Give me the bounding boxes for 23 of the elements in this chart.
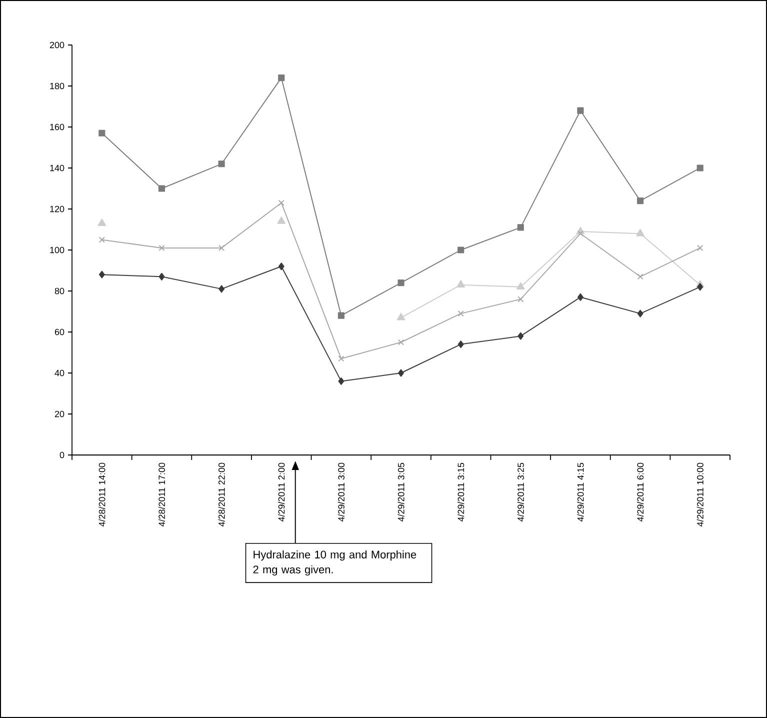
y-tick-label: 180 (50, 82, 64, 90)
x-tick-label: 4/29/2011 6:00 (636, 462, 644, 522)
y-tick-label: 60 (54, 328, 64, 336)
x-tick-label: 4/29/2011 3:25 (517, 462, 524, 522)
x-tick-label: 4/29/2011 4:15 (577, 462, 584, 522)
y-tick-label: 160 (50, 124, 64, 130)
y-tick-label: 40 (54, 370, 64, 376)
text: Hydralazine 10 mg and Morphine 2 mg was given. (253, 550, 416, 576)
x-tick-label: 4/28/2011 17:00 (158, 462, 166, 526)
x-tick-label: 4/29/2011 2:00 (278, 462, 285, 522)
y-tick-label: 0 (60, 452, 64, 458)
x-tick-label: 4/29/2011 3:15 (458, 462, 464, 522)
y-tick-label: 120 (50, 206, 64, 212)
x-tick-label: 4/29/2011 10:00 (696, 462, 704, 526)
x-tick-label: 4/29/2011 3:05 (398, 462, 404, 522)
y-tick-label: 20 (54, 410, 64, 418)
y-tick-label: 200 (50, 42, 64, 48)
x-tick-label: 4/29/2011 3:00 (338, 462, 344, 522)
y-tick-label: 100 (50, 246, 64, 254)
y-tick-label: 140 (50, 164, 64, 172)
y-tick-label: 80 (54, 288, 64, 294)
x-tick-label: 4/28/2011 22:00 (218, 462, 225, 526)
x-tick-label: 4/28/2011 14:00 (98, 462, 106, 526)
